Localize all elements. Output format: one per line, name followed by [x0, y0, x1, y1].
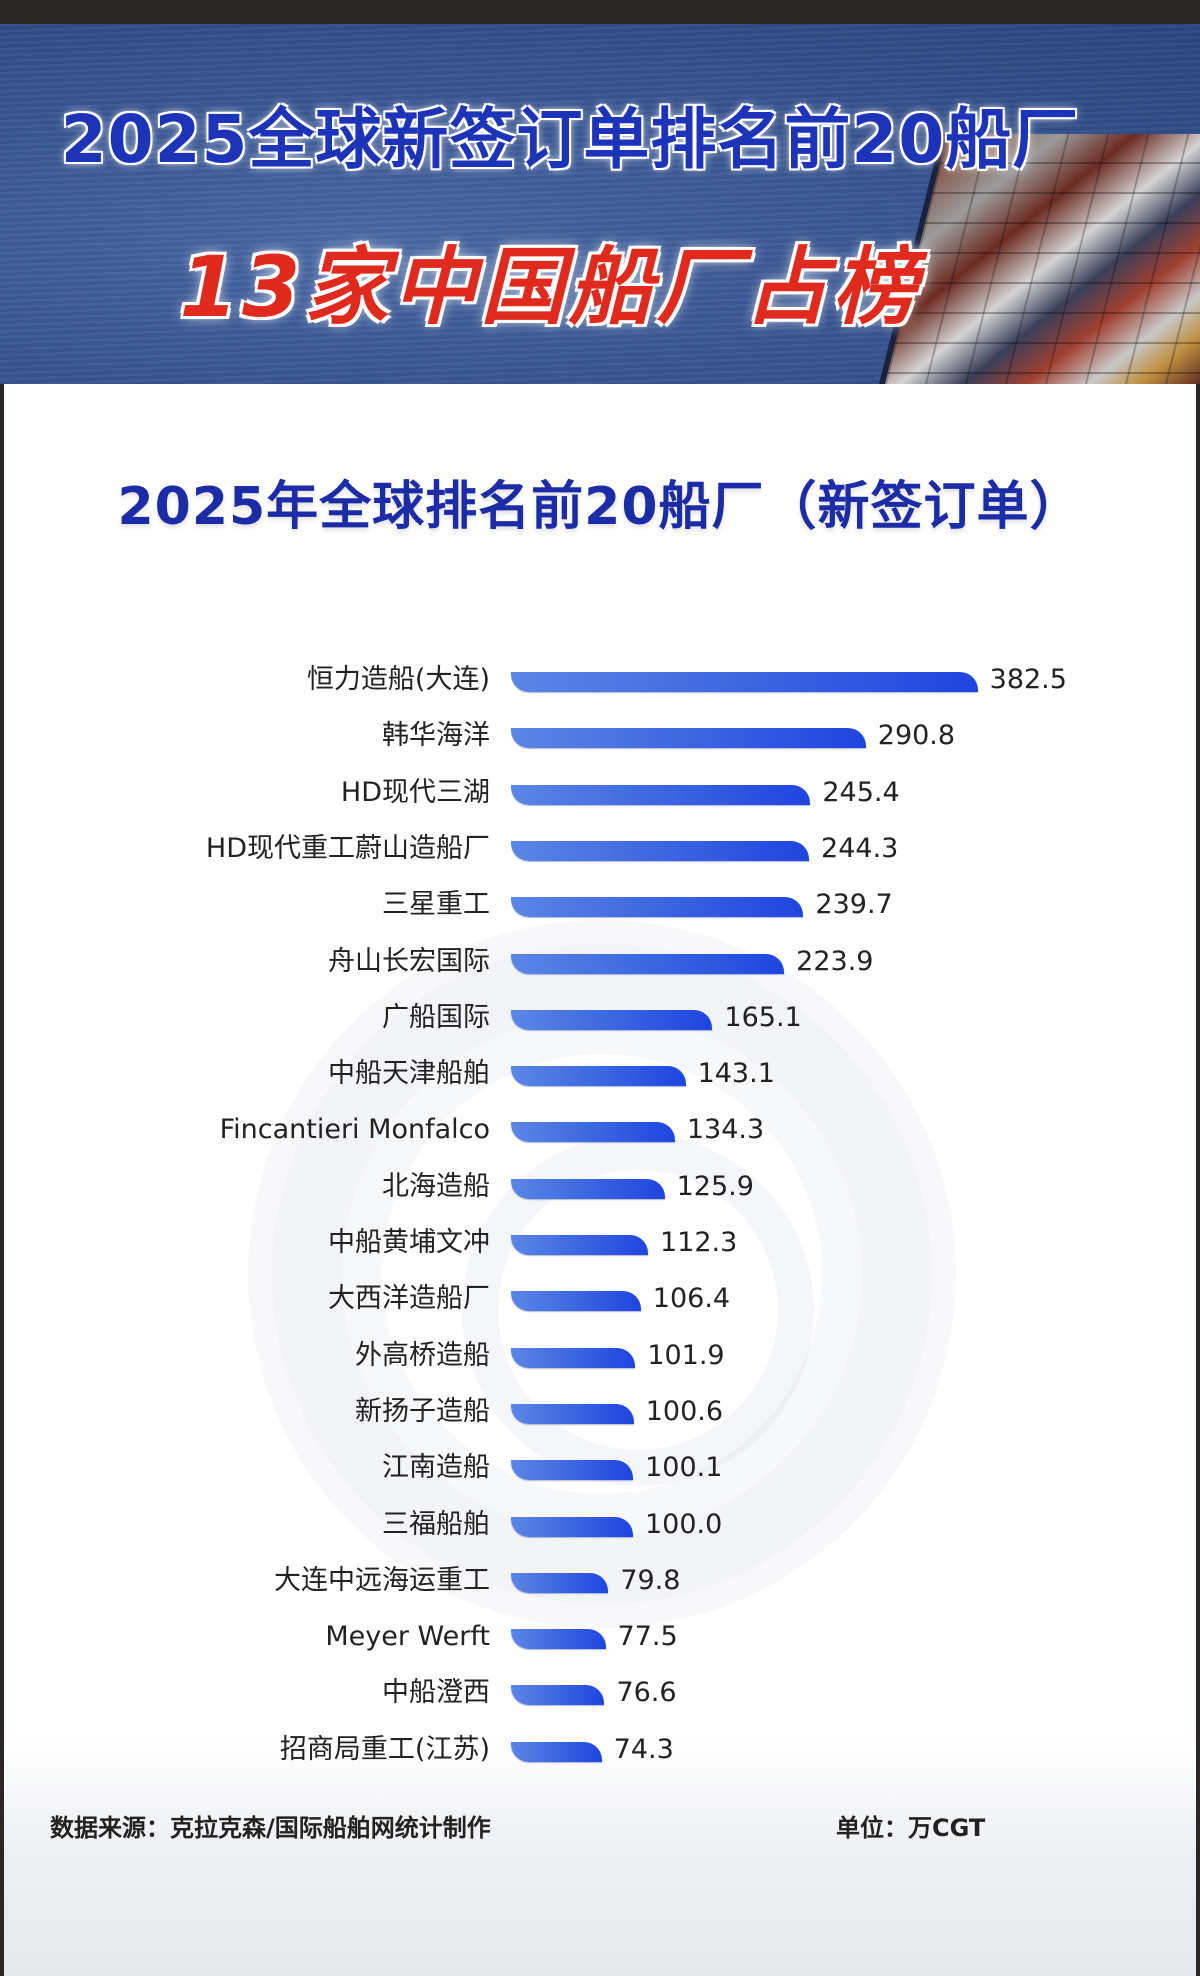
shipyard-label: 三福船舶 — [382, 1508, 490, 1540]
shipyard-label: Fincantieri Monfalco — [219, 1114, 490, 1146]
chart-row: Meyer Werft 77.5 — [4, 1611, 1196, 1667]
chart-row: 外高桥造船 101.9 — [4, 1330, 1196, 1386]
value-label: 165.1 — [724, 1001, 802, 1033]
shipyard-label: 大连中远海运重工 — [274, 1564, 490, 1596]
value-label: 77.5 — [617, 1621, 678, 1653]
chart-row: 大连中远海运重工 79.8 — [4, 1555, 1196, 1611]
value-bar — [511, 840, 810, 861]
chart-row: HD现代三湖 245.4 — [4, 767, 1196, 823]
chart-row: 广船国际 165.1 — [4, 992, 1196, 1048]
value-label: 244.3 — [821, 832, 899, 864]
hero-title: 2025全球新签订单排名前20船厂 — [60, 101, 1080, 178]
chart-row: Fincantieri Monfalco 134.3 — [4, 1104, 1196, 1160]
value-label: 101.9 — [647, 1339, 725, 1371]
value-label: 239.7 — [815, 889, 893, 921]
chart-row: 中船黄埔文冲 112.3 — [4, 1217, 1196, 1273]
top-strip — [0, 0, 1200, 24]
shipyard-label: 舟山长宏国际 — [328, 945, 490, 977]
shipyard-label: 外高桥造船 — [355, 1339, 490, 1371]
value-label: 223.9 — [796, 945, 874, 977]
value-label: 76.6 — [616, 1677, 677, 1709]
value-bar — [511, 1685, 605, 1706]
shipyard-label: 新扬子造船 — [355, 1395, 490, 1427]
chart-row: 中船天津船舶 143.1 — [4, 1048, 1196, 1104]
value-label: 143.1 — [697, 1058, 775, 1090]
chart-row: HD现代重工蔚山造船厂 244.3 — [4, 823, 1196, 879]
chart-row: 中船澄西 76.6 — [4, 1667, 1196, 1723]
shipyard-label: 中船黄埔文冲 — [328, 1227, 490, 1258]
value-label: 245.4 — [822, 776, 900, 808]
value-bar — [511, 1572, 609, 1593]
value-label: 382.5 — [989, 664, 1067, 695]
shipyard-label: HD现代三湖 — [340, 776, 490, 808]
value-bar — [511, 1066, 686, 1087]
hero-banner: 2025全球新签订单排名前20船厂 13家中国船厂占榜 — [0, 24, 1200, 384]
shipyard-label: 广船国际 — [382, 1001, 490, 1033]
chart-row: 恒力造船(大连) 382.5 — [4, 654, 1196, 710]
chart-panel: 2025年全球排名前20船厂（新签订单） 恒力造船(大连) 382.5 韩华海洋 29… — [4, 384, 1196, 1976]
chart-title: 2025年全球排名前20船厂（新签订单） — [117, 477, 1083, 537]
value-bar — [511, 1403, 634, 1424]
value-label: 74.3 — [613, 1733, 674, 1765]
value-bar — [511, 1291, 641, 1312]
value-bar — [511, 784, 811, 805]
shipyard-label: 韩华海洋 — [382, 720, 490, 752]
chart-row: 北海造船 125.9 — [4, 1161, 1196, 1217]
chart-row: 大西洋造船厂 106.4 — [4, 1273, 1196, 1329]
shipyard-label: 招商局重工(江苏) — [279, 1733, 490, 1765]
value-label: 100.1 — [645, 1452, 723, 1484]
data-source-note: 数据来源：克拉克森/国际船舶网统计制作 — [50, 1814, 491, 1842]
value-label: 112.3 — [660, 1227, 738, 1258]
shipyard-label: 北海造船 — [382, 1170, 490, 1202]
value-label: 100.0 — [645, 1508, 723, 1540]
unit-note: 单位：万CGT — [836, 1814, 986, 1842]
chart-row: 舟山长宏国际 223.9 — [4, 936, 1196, 992]
shipyard-label: 中船天津船舶 — [328, 1058, 490, 1090]
value-bar — [511, 1009, 713, 1030]
value-bar — [511, 728, 866, 749]
value-bar — [511, 1347, 636, 1368]
chart-row: 三福船舶 100.0 — [4, 1499, 1196, 1555]
value-label: 106.4 — [652, 1283, 731, 1315]
chart-row: 江南造船 100.1 — [4, 1442, 1196, 1498]
value-bar — [511, 1235, 648, 1255]
chart-row: 新扬子造船 100.6 — [4, 1386, 1196, 1442]
value-bar — [511, 672, 978, 692]
value-label: 134.3 — [686, 1114, 765, 1146]
shipyard-label: 中船澄西 — [382, 1677, 490, 1709]
shipyard-label: Meyer Werft — [325, 1621, 490, 1653]
shipyard-label: 大西洋造船厂 — [328, 1283, 490, 1315]
shipyard-label: 三星重工 — [382, 889, 490, 921]
value-bar — [511, 1516, 633, 1537]
value-label: 79.8 — [620, 1564, 681, 1596]
value-bar — [511, 1460, 634, 1481]
value-label: 125.9 — [676, 1170, 754, 1202]
chart-row: 招商局重工(江苏) 74.3 — [4, 1724, 1196, 1780]
shipyard-label: HD现代重工蔚山造船厂 — [205, 832, 490, 864]
value-label: 290.8 — [877, 720, 956, 752]
shipyard-label: 恒力造船(大连) — [306, 664, 490, 695]
value-bar — [511, 1178, 665, 1199]
value-bar — [511, 897, 804, 918]
chart-row: 韩华海洋 290.8 — [4, 710, 1196, 766]
value-bar — [511, 953, 785, 974]
hero-subtitle: 13家中国船厂占榜 — [179, 238, 921, 336]
value-label: 100.6 — [645, 1395, 724, 1427]
value-bar — [511, 1629, 606, 1650]
chart-row: 三星重工 239.7 — [4, 879, 1196, 935]
value-bar — [511, 1122, 675, 1143]
value-bar — [511, 1741, 602, 1762]
shipyard-label: 江南造船 — [382, 1452, 490, 1484]
